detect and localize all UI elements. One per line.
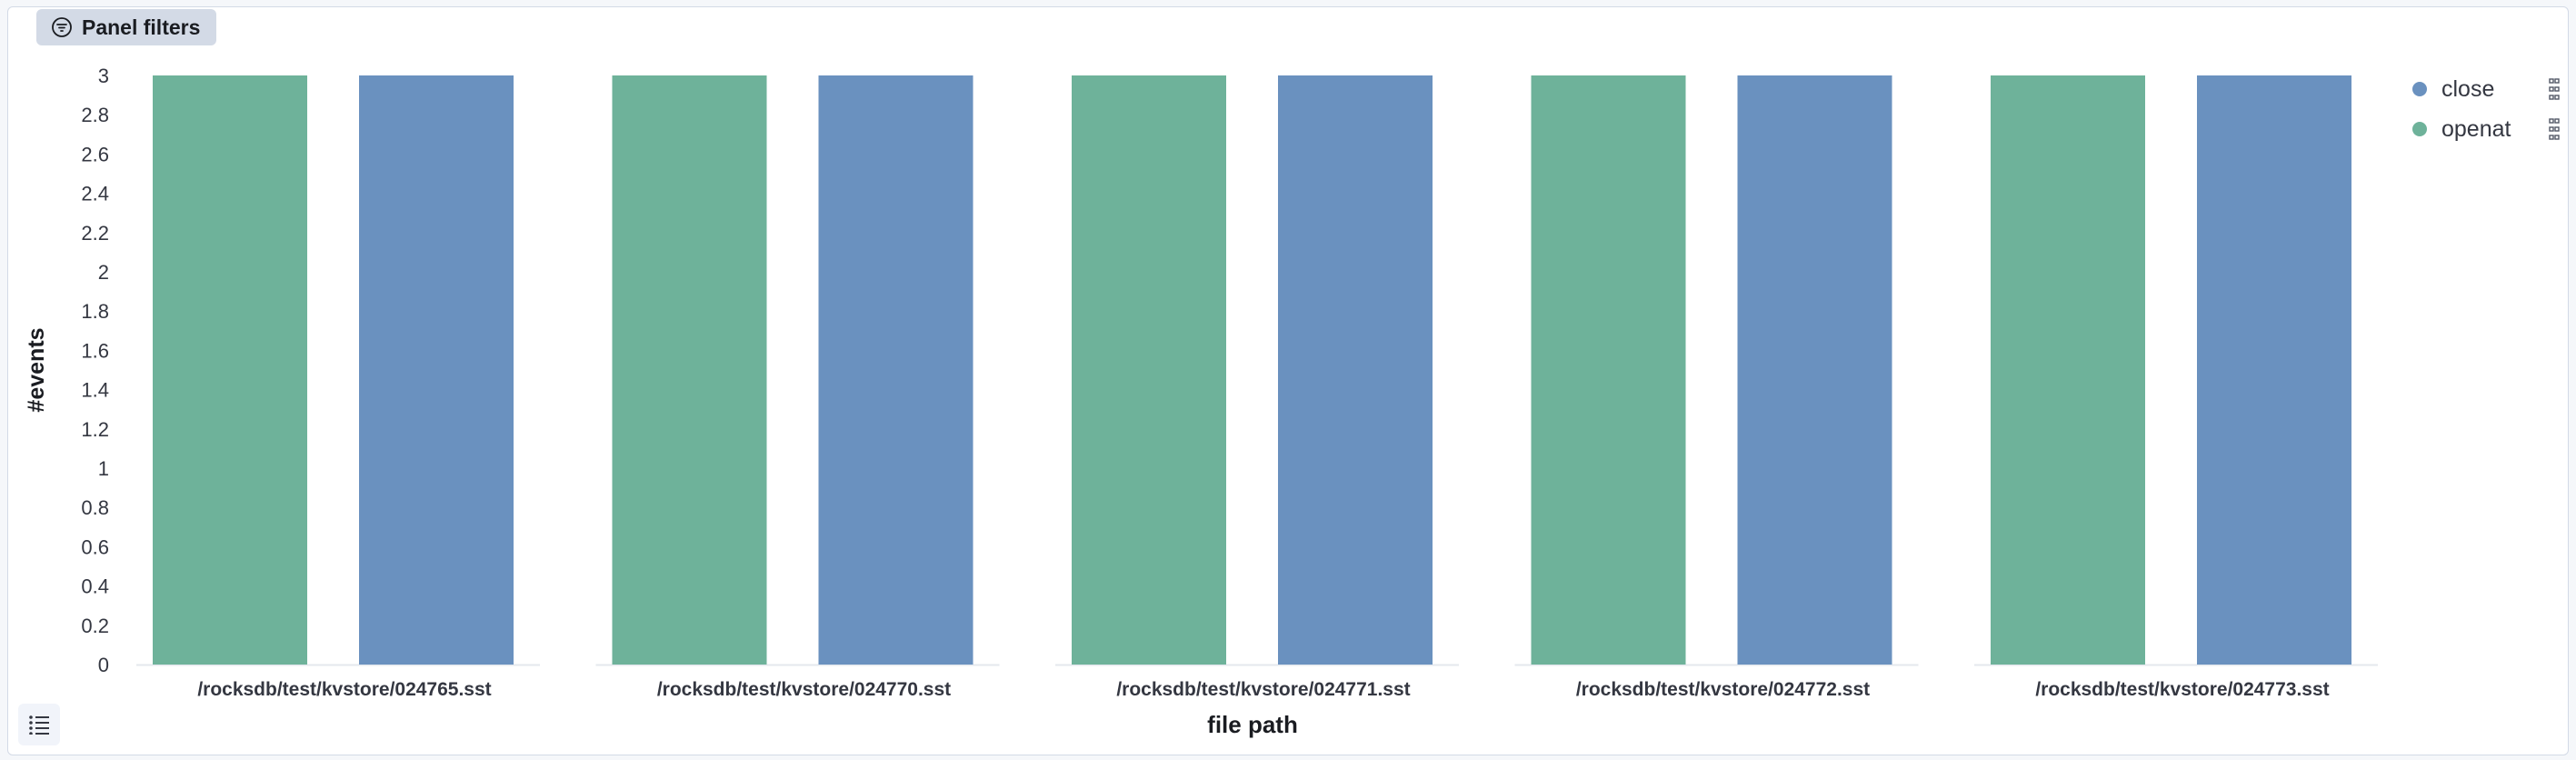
filter-icon <box>52 17 72 37</box>
y-tick-label: 2.8 <box>81 104 109 126</box>
legend-swatch-openat <box>2412 122 2427 136</box>
y-axis-label: #events <box>24 327 49 412</box>
legend-item-openat[interactable]: openat <box>2412 111 2511 147</box>
bar-openat <box>1072 75 1226 665</box>
legend-item-close[interactable]: close <box>2412 71 2494 107</box>
list-icon <box>29 715 49 735</box>
y-tick-label: 0.2 <box>81 615 109 637</box>
x-axis-label: file path <box>1207 711 1298 738</box>
y-tick-label: 1.4 <box>81 379 109 402</box>
bar-openat <box>153 75 307 665</box>
y-tick-label: 1.8 <box>81 300 109 323</box>
panel-filters-label: Panel filters <box>82 15 201 39</box>
x-tick-label: /rocksdb/test/kvstore/024770.sst <box>657 679 951 700</box>
y-tick-label: 0.4 <box>81 575 109 598</box>
bar-openat <box>1531 75 1686 665</box>
y-tick-label: 3 <box>98 65 109 87</box>
bar-close <box>818 75 973 665</box>
x-tick-label: /rocksdb/test/kvstore/024771.sst <box>1116 679 1410 700</box>
y-tick-label: 2 <box>98 261 109 284</box>
y-tick-label: 2.2 <box>81 222 109 245</box>
y-tick-label: 2.4 <box>81 183 109 205</box>
y-tick-label: 0 <box>98 654 109 676</box>
y-tick-label: 1 <box>98 457 109 480</box>
dots-vertical-icon[interactable] <box>2549 78 2560 100</box>
y-tick-label: 2.6 <box>81 143 109 165</box>
legend-swatch-close <box>2412 82 2427 96</box>
x-tick-label: /rocksdb/test/kvstore/024772.sst <box>1576 679 1870 700</box>
bar-close <box>1278 75 1433 665</box>
legend-toggle-button[interactable] <box>18 704 60 745</box>
x-tick-label: /rocksdb/test/kvstore/024773.sst <box>2035 679 2329 700</box>
bar-close <box>359 75 514 665</box>
legend-label-close: close <box>2441 75 2495 102</box>
y-tick-label: 1.2 <box>81 418 109 441</box>
dots-vertical-icon[interactable] <box>2549 118 2560 140</box>
bar-openat <box>1991 75 2145 665</box>
legend-label-openat: openat <box>2441 115 2511 142</box>
y-tick-label: 1.6 <box>81 339 109 362</box>
panel-filters-button[interactable]: Panel filters <box>36 9 217 45</box>
x-tick-label: /rocksdb/test/kvstore/024765.sst <box>197 679 491 700</box>
y-tick-label: 0.6 <box>81 535 109 558</box>
bar-close <box>1737 75 1892 665</box>
bar-close <box>2197 75 2351 665</box>
bar-openat <box>612 75 767 665</box>
y-tick-label: 0.8 <box>81 496 109 519</box>
